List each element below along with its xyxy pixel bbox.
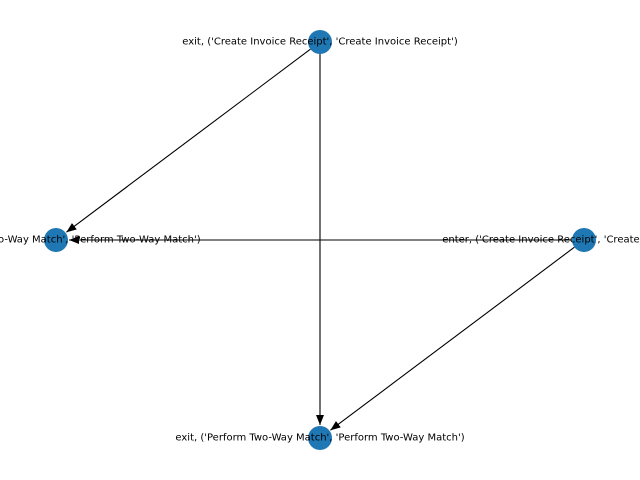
node-label-n4: exit, ('Perform Two-Way Match', 'Perform…	[175, 433, 464, 444]
node-n1[interactable]	[308, 30, 332, 54]
node-n4[interactable]	[308, 426, 332, 450]
node-label-n3: enter, ('Create Invoice Receipt', 'Creat…	[442, 235, 640, 246]
node-n3[interactable]	[572, 228, 596, 252]
node-label-n2: exit, ('Perform Two-Way Match', 'Perform…	[0, 235, 201, 246]
edge-n1-n2	[66, 48, 311, 233]
node-label-n1: exit, ('Create Invoice Receipt', 'Create…	[182, 37, 458, 48]
edge-n3-n4	[330, 246, 575, 431]
node-n2[interactable]	[44, 228, 68, 252]
